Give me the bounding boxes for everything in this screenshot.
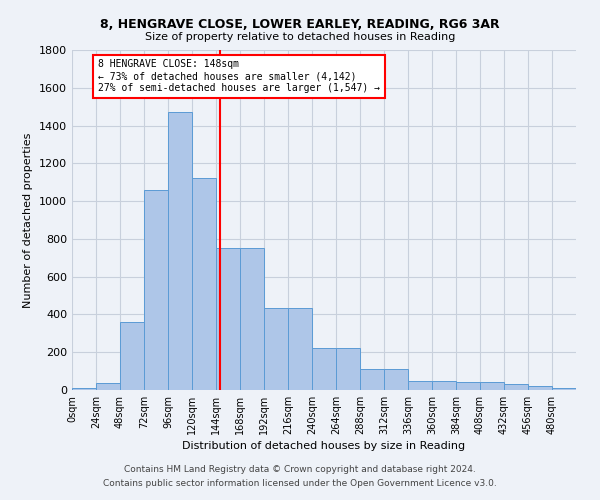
Bar (480, 382, 504, 390)
Bar (408, 380, 432, 390)
Text: Contains HM Land Registry data © Crown copyright and database right 2024.: Contains HM Land Registry data © Crown c… (124, 466, 476, 474)
Bar (528, 386, 552, 390)
Bar (144, 190, 168, 390)
Bar (192, 178, 216, 390)
Bar (288, 308, 312, 390)
Bar (72, 388, 96, 390)
Bar (336, 348, 360, 390)
Bar (576, 389, 600, 390)
Bar (216, 248, 240, 390)
Text: Size of property relative to detached houses in Reading: Size of property relative to detached ho… (145, 32, 455, 42)
Bar (384, 369, 408, 390)
Bar (264, 308, 288, 390)
Bar (120, 322, 144, 390)
Bar (456, 382, 480, 390)
Text: 8 HENGRAVE CLOSE: 148sqm
← 73% of detached houses are smaller (4,142)
27% of sem: 8 HENGRAVE CLOSE: 148sqm ← 73% of detach… (98, 60, 380, 92)
Bar (96, 384, 120, 390)
Text: 8, HENGRAVE CLOSE, LOWER EARLEY, READING, RG6 3AR: 8, HENGRAVE CLOSE, LOWER EARLEY, READING… (100, 18, 500, 30)
Bar (432, 380, 456, 390)
Bar (360, 369, 384, 390)
Text: Contains public sector information licensed under the Open Government Licence v3: Contains public sector information licen… (103, 479, 497, 488)
Bar (240, 248, 264, 390)
X-axis label: Distribution of detached houses by size in Reading: Distribution of detached houses by size … (182, 441, 466, 451)
Bar (168, 112, 192, 390)
Bar (504, 384, 528, 390)
Bar (552, 388, 576, 390)
Bar (312, 348, 336, 390)
Y-axis label: Number of detached properties: Number of detached properties (23, 132, 34, 308)
